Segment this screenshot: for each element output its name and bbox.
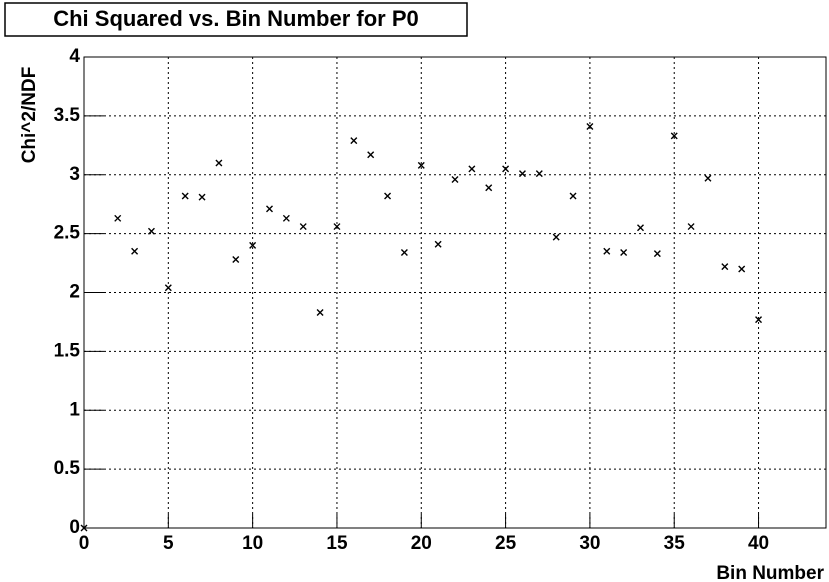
point — [535, 170, 543, 178]
y-tick-label: 2.5 — [54, 223, 81, 244]
point — [316, 309, 324, 317]
y-tick-label: 2 — [69, 282, 80, 303]
point — [721, 263, 729, 271]
point — [164, 284, 172, 292]
point — [215, 159, 223, 167]
point — [282, 214, 290, 222]
x-tick-label: 35 — [664, 533, 686, 554]
point — [181, 192, 189, 200]
y-tick-label: 3 — [69, 164, 80, 185]
point — [114, 214, 122, 222]
point — [670, 132, 678, 140]
x-tick-label: 25 — [495, 533, 517, 554]
point — [653, 250, 661, 258]
point — [367, 151, 375, 159]
point — [755, 316, 763, 324]
x-tick-label: 15 — [326, 533, 348, 554]
point — [434, 240, 442, 248]
point — [400, 248, 408, 256]
point — [552, 233, 560, 241]
point — [502, 165, 510, 173]
point — [198, 193, 206, 201]
point — [687, 223, 695, 231]
y-axis-label: Chi^2/NDF — [19, 67, 40, 164]
x-tick-label: 10 — [242, 533, 263, 554]
y-tick-label: 0.5 — [54, 458, 81, 479]
x-tick-label: 5 — [163, 533, 174, 554]
point — [333, 223, 341, 231]
point — [518, 170, 526, 178]
point — [249, 241, 257, 249]
x-tick-label: 0 — [79, 533, 90, 554]
y-tick-label: 1 — [69, 399, 80, 420]
point — [468, 165, 476, 173]
point — [738, 265, 746, 273]
point — [637, 224, 644, 232]
point — [586, 122, 594, 130]
y-tick-label: 0 — [69, 517, 80, 538]
point — [485, 184, 493, 192]
point — [620, 248, 628, 256]
chart-title: Chi Squared vs. Bin Number for P0 — [53, 6, 419, 31]
point — [417, 161, 425, 169]
y-tick-label: 4 — [69, 46, 80, 67]
point — [147, 227, 155, 235]
x-tick-label: 20 — [411, 533, 432, 554]
x-tick-label: 30 — [579, 533, 600, 554]
y-tick-label: 3.5 — [54, 105, 81, 126]
point — [350, 137, 358, 145]
point — [131, 247, 139, 255]
point — [384, 192, 392, 200]
point — [299, 223, 307, 231]
x-axis-label: Bin Number — [716, 563, 824, 582]
x-tick-label: 40 — [748, 533, 769, 554]
point — [232, 256, 240, 264]
point — [603, 247, 611, 255]
point — [704, 174, 712, 182]
y-tick-label: 1.5 — [54, 340, 81, 361]
point — [80, 524, 88, 532]
point — [569, 192, 577, 200]
plot-border — [83, 56, 827, 529]
title-box — [4, 2, 468, 37]
point — [266, 205, 273, 213]
point — [451, 175, 459, 183]
